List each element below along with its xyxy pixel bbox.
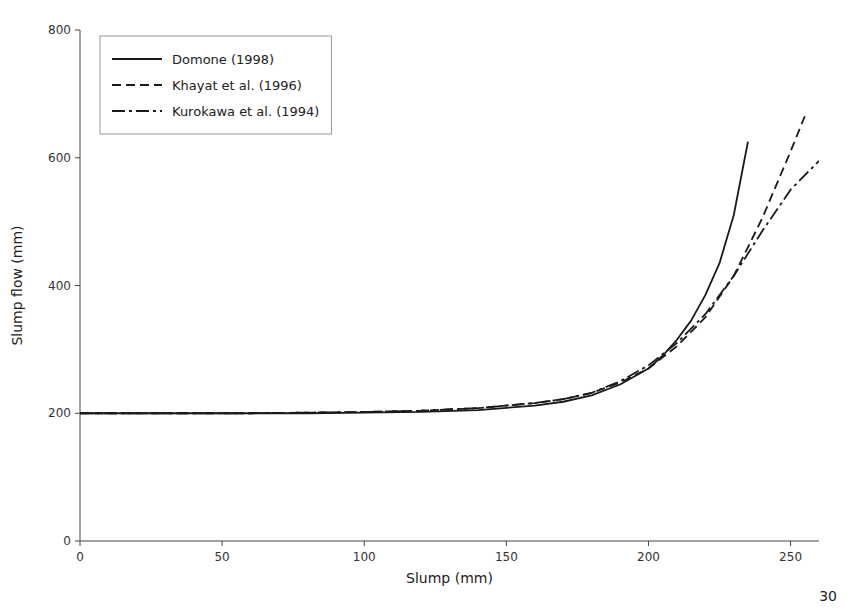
line: [80, 116, 805, 413]
x-tick-label: 200: [637, 550, 660, 564]
x-axis-line: [80, 541, 819, 542]
y-tick: [75, 413, 80, 414]
line: [80, 142, 748, 413]
y-tick: [75, 541, 80, 542]
legend-label: Domone (1998): [172, 52, 274, 67]
y-axis-label: Slump flow (mm): [9, 225, 25, 345]
legend-swatch: [112, 84, 162, 86]
background: [0, 0, 849, 611]
y-tick: [75, 30, 80, 31]
annotation: 30: [819, 588, 837, 604]
y-tick: [75, 157, 80, 158]
x-tick-label: 50: [214, 550, 229, 564]
x-axis-label: Slump (mm): [406, 570, 493, 586]
plot-area: [80, 116, 819, 413]
chart: 0 50 100 150 200 250 0 200 400 600 800 Slump (mm) Sl…: [0, 0, 849, 611]
y-tick-label: 400: [48, 279, 71, 293]
legend-swatch: [112, 110, 162, 112]
x-tick: [80, 541, 81, 546]
line: [80, 161, 819, 413]
legend-label: Khayat et al. (1996): [172, 78, 302, 93]
x-tick-label: 0: [76, 550, 84, 564]
legend-label: Kurokawa et al. (1994): [172, 104, 319, 119]
x-tick-label: 100: [353, 550, 376, 564]
x-tick: [364, 541, 365, 546]
y-tick: [75, 285, 80, 286]
x-tick: [648, 541, 649, 546]
legend-box: [100, 36, 331, 134]
x-tick: [222, 541, 223, 546]
x-tick-label: 150: [495, 550, 518, 564]
legend: Domone (1998) Khayat et al. (1996) Kurokaw…: [100, 36, 331, 134]
x-tick-label: 250: [779, 550, 802, 564]
y-tick-label: 200: [48, 406, 71, 420]
y-tick-label: 0: [63, 534, 71, 548]
y-tick-label: 600: [48, 151, 71, 165]
x-tick: [790, 541, 791, 546]
legend-swatch: [112, 58, 162, 60]
y-tick-label: 800: [48, 23, 71, 37]
x-tick: [506, 541, 507, 546]
